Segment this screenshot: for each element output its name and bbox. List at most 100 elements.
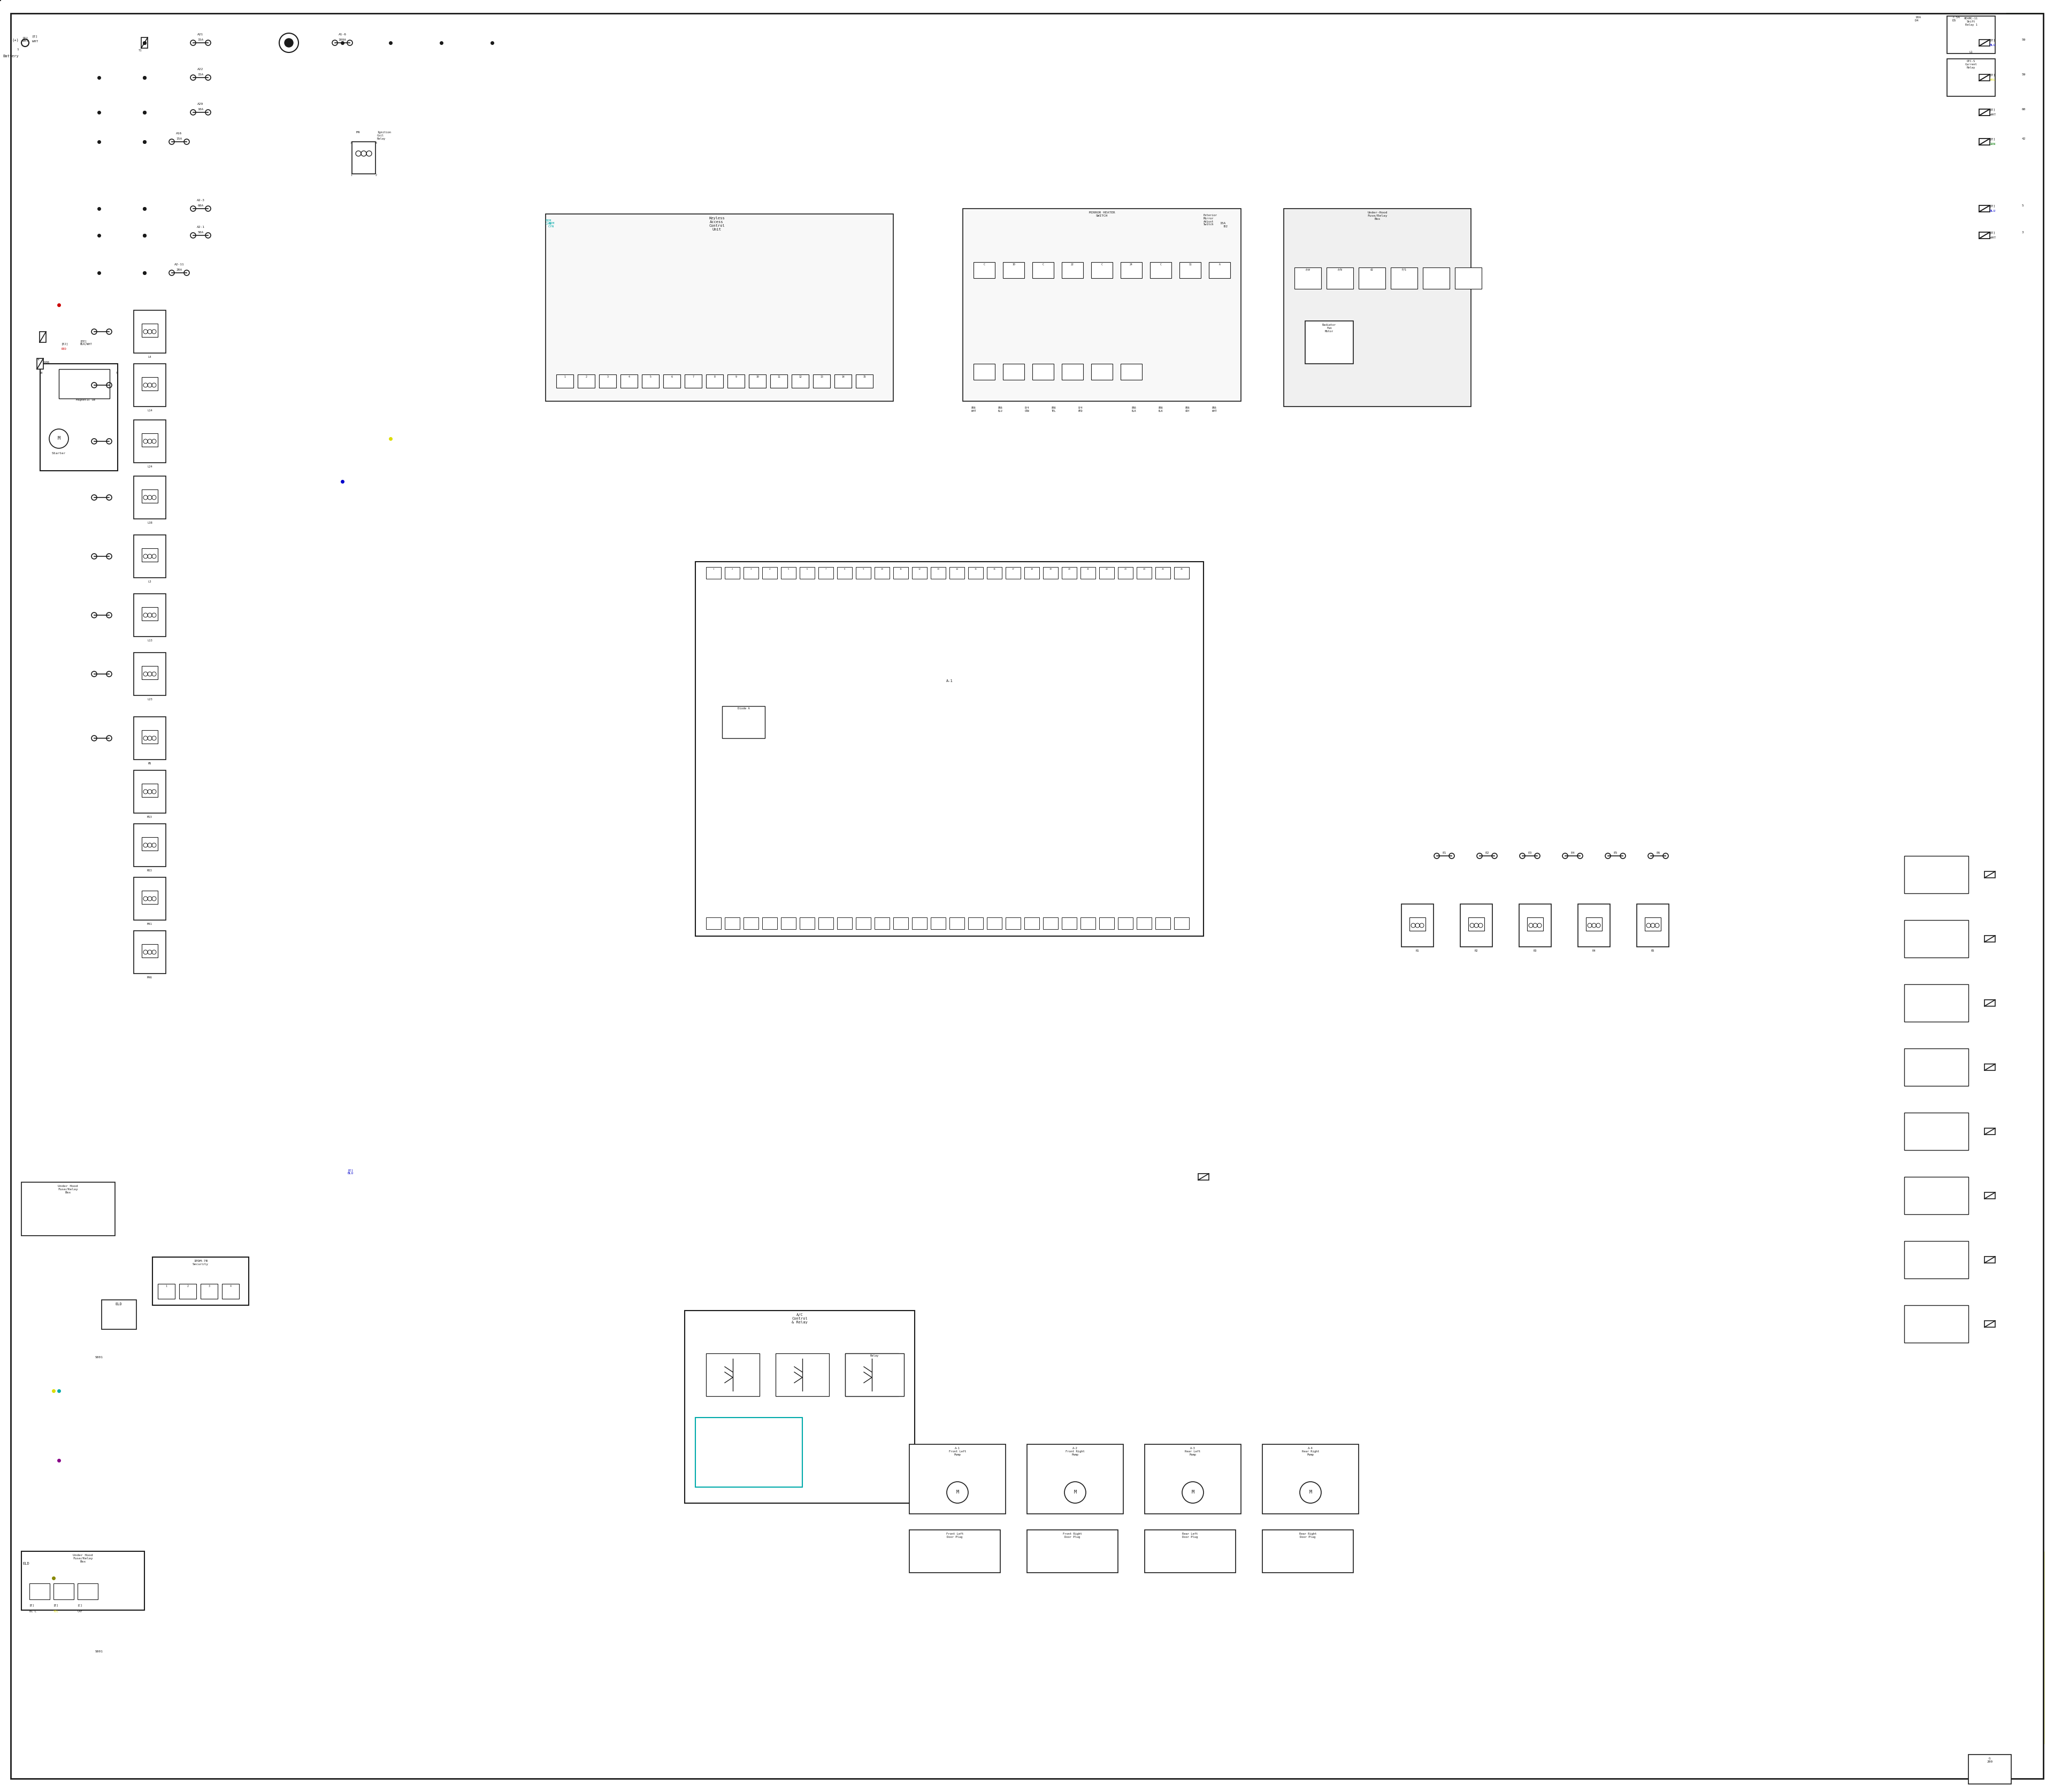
Text: L4: L4 — [148, 357, 152, 358]
Bar — [1091, 262, 1113, 278]
Bar — [776, 1353, 830, 1396]
Bar — [1284, 208, 1471, 407]
Bar — [21, 1552, 144, 1611]
Bar — [750, 375, 766, 387]
Text: [C]: [C] — [78, 1604, 82, 1606]
Text: 19: 19 — [1050, 568, 1052, 570]
Bar — [838, 566, 852, 579]
Bar — [1043, 566, 1058, 579]
Text: E3: E3 — [1528, 851, 1532, 855]
Text: M13: M13 — [148, 815, 152, 819]
Bar — [1043, 918, 1058, 930]
Bar — [744, 566, 758, 579]
Text: MIRROR HEATER
SWITCH: MIRROR HEATER SWITCH — [1089, 211, 1115, 217]
Bar — [351, 142, 376, 174]
Text: HEAMC-11
Shift
Relay 1: HEAMC-11 Shift Relay 1 — [1964, 18, 1978, 27]
Bar — [142, 837, 158, 851]
Bar — [1520, 903, 1551, 946]
Text: 15: 15 — [974, 568, 978, 570]
Bar — [134, 593, 166, 636]
Text: Radiator
Fan
Motor: Radiator Fan Motor — [1323, 324, 1337, 333]
Text: 13: 13 — [820, 376, 824, 378]
Bar — [39, 332, 45, 342]
Bar — [1091, 364, 1113, 380]
Bar — [1980, 138, 1990, 145]
Bar — [134, 477, 166, 520]
Text: Battery: Battery — [2, 54, 18, 57]
Text: [E]: [E] — [1990, 231, 1996, 233]
Text: L38: L38 — [148, 521, 152, 525]
Bar — [1136, 566, 1152, 579]
Bar — [893, 566, 908, 579]
Bar — [1025, 918, 1039, 930]
Bar — [1984, 1129, 1994, 1134]
Text: [EE]
BLK/WHT: [EE] BLK/WHT — [80, 340, 92, 346]
Text: R2: R2 — [1475, 950, 1479, 952]
Text: YEL: YEL — [1990, 79, 1996, 81]
Bar — [1210, 262, 1230, 278]
Bar — [1980, 109, 1990, 115]
Bar — [1460, 903, 1493, 946]
Text: L14: L14 — [148, 409, 152, 412]
Text: 11: 11 — [776, 376, 781, 378]
Bar — [60, 369, 109, 398]
Text: 11: 11 — [1189, 263, 1191, 265]
Bar — [577, 375, 596, 387]
Bar — [1904, 1242, 1968, 1278]
Text: 16: 16 — [992, 568, 996, 570]
Bar — [134, 364, 166, 407]
Bar — [967, 918, 984, 930]
Bar — [817, 566, 834, 579]
Bar — [1454, 267, 1481, 289]
Bar — [29, 1584, 49, 1600]
Bar — [844, 1353, 904, 1396]
Bar — [930, 566, 945, 579]
Bar — [1144, 1530, 1237, 1573]
Text: M23: M23 — [148, 869, 152, 873]
Bar — [986, 566, 1002, 579]
Bar — [1904, 1113, 1968, 1150]
Text: Rear Left
Door Plug: Rear Left Door Plug — [1183, 1532, 1197, 1538]
Text: Under Hood
Fuse/Relay
Box: Under Hood Fuse/Relay Box — [58, 1185, 78, 1193]
Text: F/S: F/S — [1401, 269, 1407, 271]
Text: 15A: 15A — [177, 138, 183, 140]
Text: A2-11: A2-11 — [175, 263, 185, 265]
Text: 8/4
CRN: 8/4 CRN — [1025, 407, 1029, 412]
Bar — [1401, 903, 1434, 946]
Bar — [1980, 39, 1990, 47]
Bar — [684, 1310, 914, 1503]
Bar — [1154, 566, 1171, 579]
Bar — [78, 1584, 99, 1600]
Text: E4: E4 — [1571, 851, 1575, 855]
Bar — [1980, 233, 1990, 238]
Bar — [1947, 59, 1994, 97]
Text: 26: 26 — [1181, 568, 1183, 570]
Bar — [974, 262, 994, 278]
Text: M: M — [955, 1489, 959, 1495]
Text: 23: 23 — [1124, 568, 1128, 570]
Circle shape — [286, 38, 294, 47]
Text: A-3
Rear Left
Pump: A-3 Rear Left Pump — [1185, 1446, 1202, 1455]
Bar — [1121, 364, 1142, 380]
Bar — [134, 419, 166, 462]
Bar — [1980, 73, 1990, 81]
Bar — [142, 434, 158, 446]
Text: S001: S001 — [94, 1357, 103, 1358]
Bar — [41, 364, 117, 471]
Bar — [1002, 262, 1025, 278]
Text: 10: 10 — [1013, 263, 1015, 265]
Bar — [1526, 918, 1543, 930]
Text: T1: T1 — [138, 48, 142, 52]
Bar — [949, 566, 965, 579]
Bar — [857, 918, 871, 930]
Text: 11: 11 — [900, 568, 902, 570]
Bar — [546, 213, 893, 401]
Bar — [696, 561, 1204, 935]
Text: 15A: 15A — [197, 38, 203, 41]
Text: 14: 14 — [842, 376, 844, 378]
Text: [E]: [E] — [1990, 138, 1996, 140]
Text: L23: L23 — [148, 699, 152, 701]
Bar — [725, 918, 739, 930]
Text: 8R6
BLK: 8R6 BLK — [1158, 407, 1163, 412]
Bar — [1423, 267, 1450, 289]
